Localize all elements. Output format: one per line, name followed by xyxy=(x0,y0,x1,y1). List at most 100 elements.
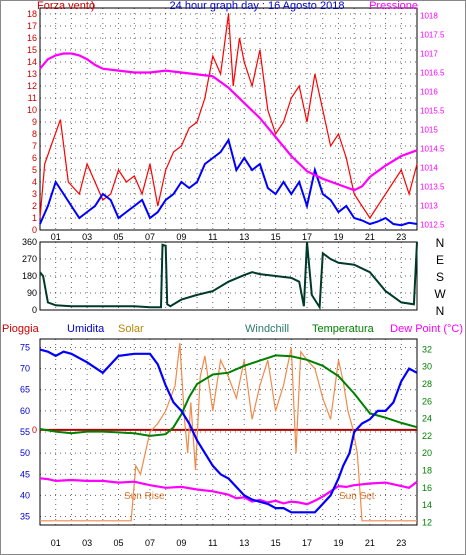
temp-x-tick-label: 15 xyxy=(271,538,281,548)
pressure-tick-label: 1015 xyxy=(420,125,438,134)
wind-left-tick-label: 16 xyxy=(27,33,37,43)
direction-tick-label: 90 xyxy=(27,288,37,298)
chart-title: 24 hour graph day : 16 Agosto 2018 xyxy=(170,0,345,12)
direction-tick-label: 180 xyxy=(22,271,37,281)
wind-left-tick-label: 10 xyxy=(27,105,37,115)
temperature-header-label: Temperatura xyxy=(312,323,375,335)
sun-set-annotation: Sun Set xyxy=(339,491,375,502)
humidity-tick-label: 35 xyxy=(20,512,30,522)
humidity-tick-label: 70 xyxy=(20,364,30,374)
rain-zero-label: 0 xyxy=(32,425,37,435)
temp-x-tick-label: 11 xyxy=(208,538,217,548)
wind-left-tick-label: 7 xyxy=(32,141,37,151)
temperature-tick-label: 32 xyxy=(422,344,432,354)
wind-left-tick-label: 1 xyxy=(32,213,37,223)
windchill-header-label: Windchill xyxy=(245,323,289,335)
temperature-tick-label: 22 xyxy=(422,431,432,441)
humidity-header-label: Umidita xyxy=(67,323,105,335)
temperature-tick-label: 14 xyxy=(422,500,432,510)
wind-left-tick-label: 15 xyxy=(27,45,37,55)
humidity-tick-label: 65 xyxy=(20,385,30,395)
wind-x-tick-label: 19 xyxy=(333,232,343,242)
temperature-tick-label: 20 xyxy=(422,448,432,458)
temp-x-tick-label: 05 xyxy=(114,538,124,548)
wind-left-label-paren: ) xyxy=(91,0,95,12)
temp-x-tick-label: 09 xyxy=(176,538,186,548)
sun-rise-annotation: Sun Rise xyxy=(124,491,165,502)
pressure-tick-label: 1017.5 xyxy=(420,31,445,40)
wind-left-tick-label: 12 xyxy=(27,81,37,91)
compass-label: S xyxy=(436,270,444,284)
direction-tick-label: 0 xyxy=(32,305,37,315)
wind-x-tick-label: 13 xyxy=(239,232,249,242)
wind-left-tick-label: 9 xyxy=(32,117,37,127)
pressure-tick-label: 1016.5 xyxy=(420,69,445,78)
wind-left-tick-label: 4 xyxy=(32,177,37,187)
rain-header-label: Pioggia xyxy=(2,323,40,335)
wind-x-tick-label: 07 xyxy=(145,232,155,242)
wind-left-tick-label: 2 xyxy=(32,201,37,211)
temperature-tick-label: 18 xyxy=(422,465,432,475)
humidity-tick-label: 75 xyxy=(20,342,30,352)
compass-label: N xyxy=(436,236,445,250)
wind-left-tick-label: 11 xyxy=(28,93,37,103)
pressure-tick-label: 1013.5 xyxy=(420,182,445,191)
wind-left-tick-label: 5 xyxy=(32,165,37,175)
wind-x-tick-label: 09 xyxy=(176,232,186,242)
wind-x-tick-label: 23 xyxy=(396,232,406,242)
dewpoint-header-label: Dew Point (°C) xyxy=(390,323,463,335)
temp-x-tick-label: 23 xyxy=(396,538,406,548)
compass-label: E xyxy=(436,253,444,267)
wind-left-tick-label: 13 xyxy=(27,69,37,79)
temperature-tick-label: 16 xyxy=(422,483,432,493)
wind-left-tick-label: 8 xyxy=(32,129,37,139)
dew-point-line xyxy=(39,477,418,506)
temperature-tick-label: 24 xyxy=(422,414,432,424)
wind-gust-line xyxy=(39,13,418,220)
temperature-tick-label: 30 xyxy=(422,362,432,372)
temperature-tick-label: 28 xyxy=(422,379,432,389)
solar-header-label: Solar xyxy=(118,323,144,335)
temperature-tick-label: 12 xyxy=(422,517,432,527)
wind-direction-line xyxy=(39,241,418,311)
wind-right-label: Pressione xyxy=(369,0,418,12)
solar-line xyxy=(40,343,417,522)
wind-x-tick-label: 15 xyxy=(271,232,281,242)
temp-x-tick-label: 19 xyxy=(333,538,343,548)
wind-x-tick-label: 05 xyxy=(114,232,124,242)
temp-x-tick-label: 07 xyxy=(145,538,155,548)
pressure-tick-label: 1016 xyxy=(420,87,438,96)
humidity-tick-label: 55 xyxy=(20,427,30,437)
wind-x-tick-label: 17 xyxy=(302,232,312,242)
direction-tick-label: 270 xyxy=(22,254,37,264)
wind-left-tick-label: 18 xyxy=(27,9,37,19)
wind-x-tick-label: 03 xyxy=(82,232,92,242)
pressure-tick-label: 1012.5 xyxy=(420,220,445,229)
compass-label: N xyxy=(436,304,445,318)
humidity-tick-label: 60 xyxy=(20,406,30,416)
wind-x-tick-label: 21 xyxy=(365,232,375,242)
humidity-tick-label: 50 xyxy=(20,448,30,458)
pressure-tick-label: 1018 xyxy=(420,12,438,21)
wind-left-tick-label: 17 xyxy=(27,21,37,31)
pressure-tick-label: 1014 xyxy=(420,163,438,172)
temperature-line xyxy=(39,354,418,437)
wind-left-tick-label: 3 xyxy=(32,189,37,199)
temp-x-tick-label: 17 xyxy=(302,538,312,548)
pressure-tick-label: 1017 xyxy=(420,50,438,59)
temperature-tick-label: 26 xyxy=(422,396,432,406)
direction-tick-label: 360 xyxy=(22,237,37,247)
wind-left-tick-label: 6 xyxy=(32,153,37,163)
humidity-line xyxy=(39,348,418,514)
pressure-line xyxy=(39,52,418,192)
temp-x-tick-label: 01 xyxy=(51,538,61,548)
pressure-tick-label: 1013 xyxy=(420,201,438,210)
wind-average-line xyxy=(39,137,418,227)
plot-layer: 01234567891011121314151617181012.5101310… xyxy=(20,8,446,548)
compass-label: W xyxy=(434,287,446,301)
wind-x-tick-label: 01 xyxy=(51,232,61,242)
temp-x-tick-label: 21 xyxy=(365,538,375,548)
wind-x-tick-label: 11 xyxy=(208,232,217,242)
wind-left-label: Forza vento xyxy=(37,0,95,12)
